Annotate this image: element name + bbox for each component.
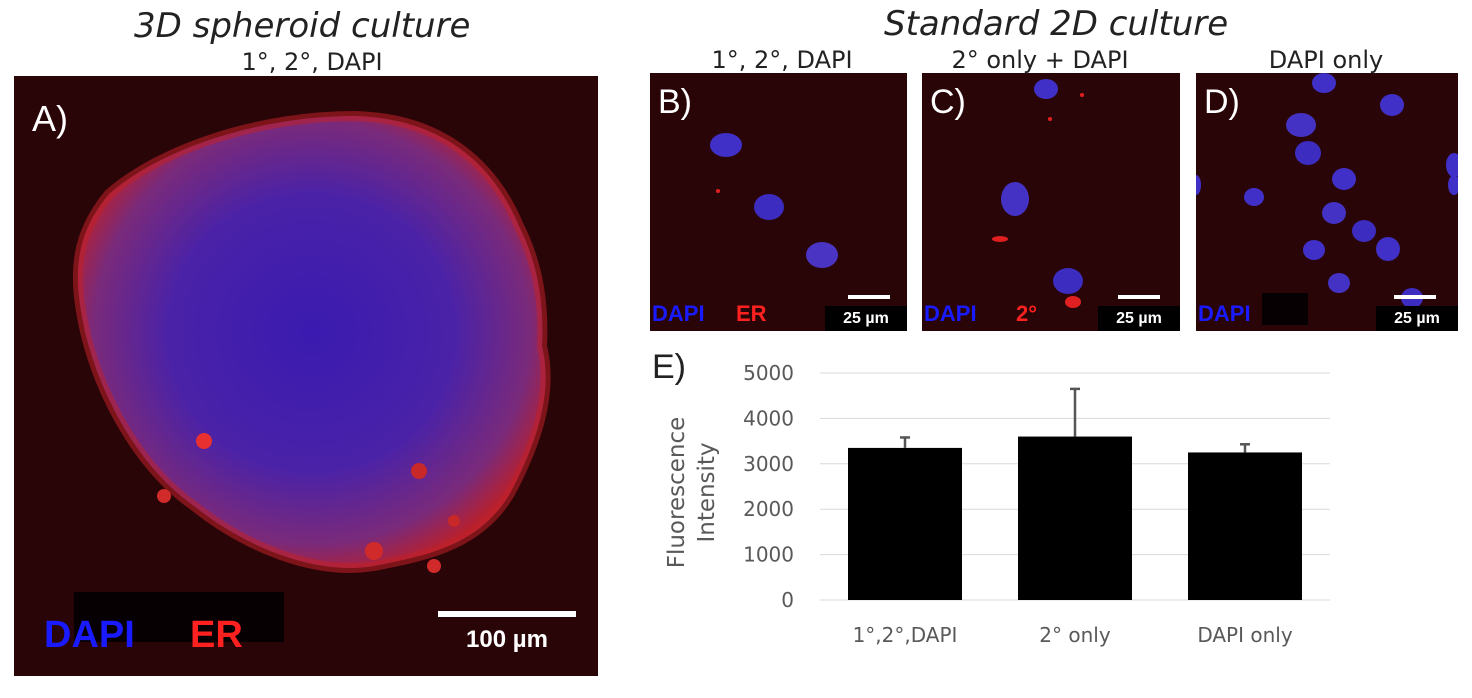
y-tick-label: 3000 [743, 452, 794, 476]
y-tick-label: 1000 [743, 543, 794, 567]
legend-dapi-c: DAPI [924, 301, 977, 326]
legend-dapi-b: DAPI [652, 301, 705, 326]
panel-c-image: C) DAPI 2° 25 µm [922, 73, 1180, 331]
panel-d-image: D) DAPI 25 µm [1196, 73, 1458, 331]
panel-a-label: A) [32, 98, 68, 139]
x-tick-label: DAPI only [1197, 623, 1293, 647]
scale-label-c: 25 µm [1098, 306, 1180, 331]
panel-d-label: D) [1204, 83, 1240, 121]
scale-label-b: 25 µm [825, 306, 907, 331]
title-3d: 3D spheroid culture [134, 6, 471, 46]
scale-label-d: 25 µm [1376, 306, 1458, 331]
y-tick-label: 5000 [743, 361, 794, 385]
x-tick-label: 2° only [1039, 623, 1111, 647]
subtitle-c: 2° only + DAPI [951, 46, 1129, 74]
legend-2nd-c: 2° [1016, 301, 1038, 326]
legend-dapi-d: DAPI [1198, 301, 1251, 326]
y-tick-label: 4000 [743, 406, 794, 430]
bar [1188, 452, 1302, 600]
scale-bar-a [438, 611, 576, 617]
subtitle-b: 1°, 2°, DAPI [711, 46, 853, 74]
cells-illustration-c [922, 73, 1180, 331]
bar [848, 447, 962, 600]
cells-illustration-b [650, 73, 907, 331]
y-axis-label: Fluorescence Intensity [664, 417, 720, 569]
title-2d: Standard 2D culture [884, 4, 1229, 44]
scale-bar-b [848, 295, 890, 299]
legend-er-a: ER [190, 614, 243, 656]
bar-chart-e: 0 1000 2000 3000 4000 5000 1°,2°,DAPI 2° only DA… [664, 361, 1330, 647]
panel-a-image: A) DAPI ER 100 µm [14, 76, 598, 676]
legend-er-b: ER [736, 301, 767, 326]
legend-box-d [1262, 293, 1308, 325]
panel-c-label: C) [930, 83, 966, 121]
subtitle-d: DAPI only [1268, 46, 1384, 74]
scale-label-a: 100 µm [466, 626, 548, 653]
y-tick-label: 2000 [743, 497, 794, 521]
panel-b-label: B) [658, 83, 692, 121]
x-tick-label: 1°,2°,DAPI [853, 623, 958, 647]
panel-b-image: B) DAPI ER 25 µm [650, 73, 907, 331]
y-tick-label: 0 [781, 588, 794, 612]
legend-dapi-a: DAPI [44, 614, 135, 656]
spheroid-illustration [14, 76, 598, 676]
bar [1018, 436, 1132, 600]
panel-e-label: E) [652, 348, 686, 386]
legend-box-a [74, 592, 284, 642]
scale-bar-c [1118, 295, 1160, 299]
scale-bar-d [1394, 295, 1436, 299]
subtitle-a: 1°, 2°, DAPI [241, 48, 383, 76]
cells-illustration-d [1196, 73, 1458, 331]
